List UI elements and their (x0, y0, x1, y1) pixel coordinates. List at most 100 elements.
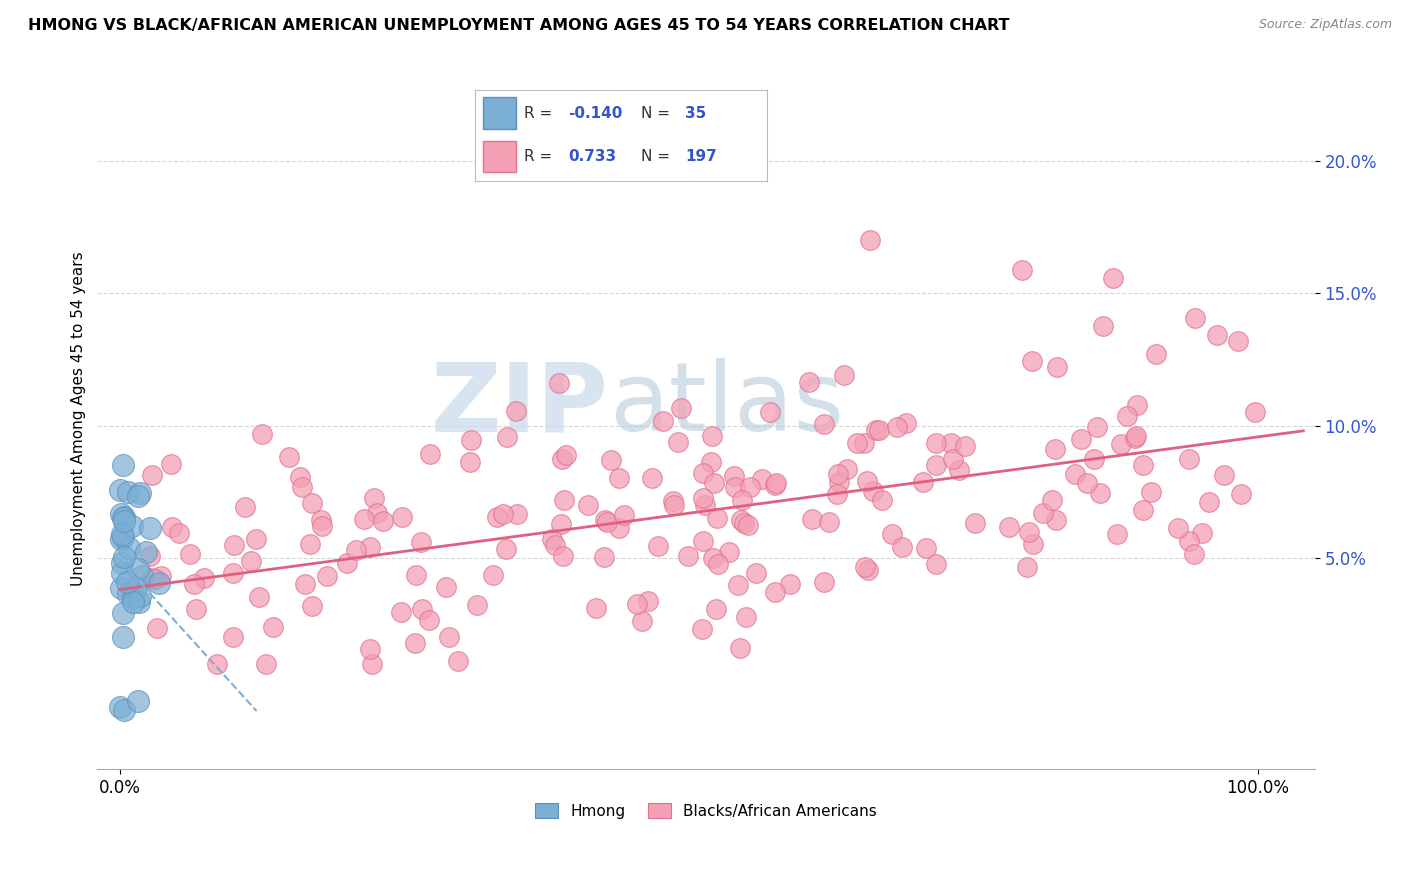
Point (707, 557, 730, 571)
Point (353, 512, 375, 526)
Point (1178, 534, 1201, 549)
Point (1085, 419, 1108, 434)
Point (183, 577, 205, 591)
Point (371, 514, 394, 528)
Point (758, 405, 780, 419)
Point (939, 435, 962, 450)
Point (1083, 451, 1105, 466)
Point (813, 574, 835, 589)
Point (641, 471, 664, 485)
Point (125, 581, 148, 595)
Point (481, 567, 503, 582)
Point (870, 493, 893, 508)
Point (763, 478, 786, 492)
Point (1132, 458, 1154, 472)
Point (301, 599, 323, 613)
Point (405, 567, 427, 582)
Point (495, 541, 517, 556)
Point (997, 520, 1019, 534)
Point (245, 532, 267, 546)
Point (131, 568, 153, 582)
Point (1116, 409, 1139, 424)
Point (127, 694, 149, 708)
Point (1191, 526, 1213, 541)
Point (110, 532, 132, 546)
Point (703, 475, 725, 490)
Point (596, 515, 619, 529)
Point (652, 414, 675, 428)
Point (1109, 437, 1132, 451)
Point (692, 534, 714, 549)
Point (111, 606, 134, 620)
Point (128, 595, 150, 609)
Point (460, 433, 482, 447)
Point (247, 590, 270, 604)
Point (207, 657, 229, 671)
Point (160, 458, 183, 472)
Point (1244, 405, 1267, 419)
Point (112, 549, 135, 564)
Point (1125, 429, 1147, 443)
Point (676, 549, 699, 563)
Point (184, 601, 207, 615)
Point (846, 435, 869, 450)
Point (894, 417, 917, 431)
Point (662, 494, 685, 508)
Point (576, 498, 599, 512)
Point (828, 475, 851, 489)
Point (1132, 503, 1154, 517)
Point (1102, 271, 1125, 285)
Point (1043, 442, 1066, 456)
Point (942, 452, 965, 467)
Text: HMONG VS BLACK/AFRICAN AMERICAN UNEMPLOYMENT AMONG AGES 45 TO 54 YEARS CORRELATI: HMONG VS BLACK/AFRICAN AMERICAN UNEMPLOY… (28, 18, 1010, 33)
Point (862, 483, 884, 498)
Point (143, 572, 166, 586)
Point (925, 436, 948, 450)
Point (647, 539, 669, 553)
Point (825, 487, 848, 501)
Point (110, 566, 132, 581)
Point (110, 699, 132, 714)
Point (593, 513, 616, 527)
Point (299, 537, 322, 551)
Point (290, 480, 312, 494)
Point (505, 404, 527, 418)
Point (585, 600, 607, 615)
Y-axis label: Unemployment Among Ages 45 to 54 years: Unemployment Among Ages 45 to 54 years (72, 252, 86, 586)
Point (1022, 537, 1045, 551)
Text: atlas: atlas (609, 359, 844, 451)
Point (737, 517, 759, 532)
Point (111, 529, 134, 543)
Point (162, 520, 184, 534)
Point (1018, 525, 1040, 540)
Point (179, 547, 201, 561)
Point (404, 636, 426, 650)
Point (139, 549, 162, 564)
Point (411, 602, 433, 616)
Point (548, 376, 571, 390)
Point (1178, 452, 1201, 467)
Point (254, 657, 277, 671)
Point (727, 578, 749, 592)
Point (599, 452, 621, 467)
Point (1206, 328, 1229, 343)
Point (361, 657, 384, 671)
Point (112, 514, 135, 528)
Point (1226, 334, 1249, 349)
Point (148, 575, 170, 590)
Point (700, 455, 723, 469)
Point (1076, 475, 1098, 490)
Point (704, 602, 727, 616)
Point (141, 468, 163, 483)
Point (1167, 521, 1189, 535)
Point (141, 571, 163, 585)
Point (108, 483, 131, 497)
Point (630, 614, 652, 628)
Point (948, 463, 970, 477)
Point (953, 439, 976, 453)
Point (740, 480, 762, 494)
Point (1011, 263, 1033, 277)
Point (111, 557, 134, 571)
Point (117, 574, 139, 589)
Point (336, 556, 359, 570)
